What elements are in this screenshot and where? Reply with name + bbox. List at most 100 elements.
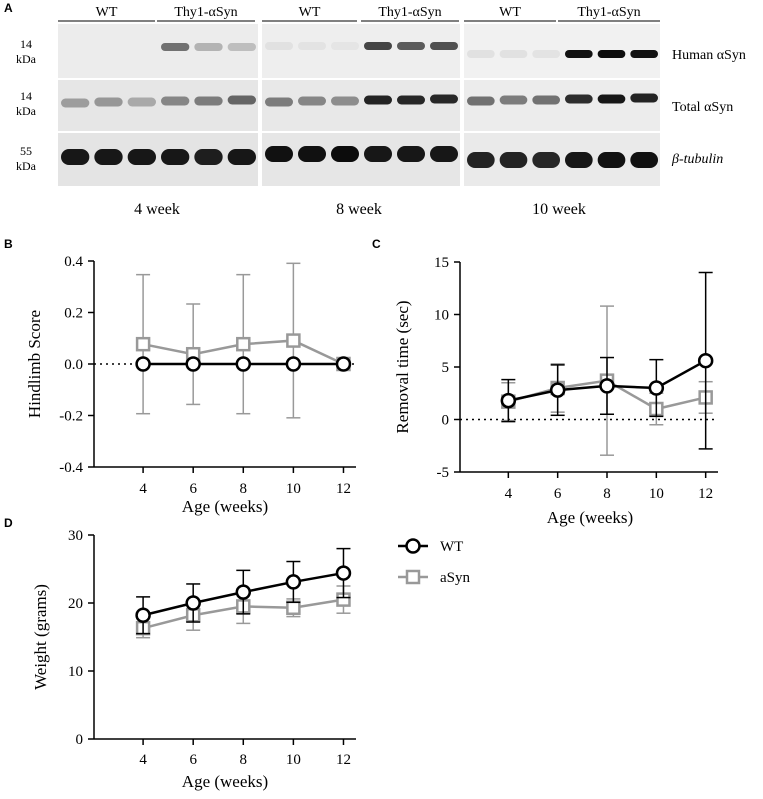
legend-marker-asyn: [405, 569, 421, 585]
y-tick-label: -0.4: [59, 460, 83, 476]
blot-band: [127, 97, 156, 107]
y-tick-label: 30: [68, 528, 83, 544]
blot-band: [161, 96, 190, 106]
y-tick-label: -0.2: [59, 409, 83, 425]
data-point: [599, 378, 615, 394]
data-point: [236, 336, 251, 352]
blot-band: [331, 96, 359, 106]
y-tick-label: 0.2: [64, 306, 83, 322]
blot-band: [630, 152, 658, 168]
blot-band: [630, 50, 658, 58]
blot-band: [430, 94, 458, 104]
blot-band: [630, 93, 658, 103]
western-blot: WT Thy1-αSyn WT Thy1-αSyn WT Thy1-αSyn 14 kDa…: [16, 5, 746, 218]
blot-band: [127, 149, 156, 165]
blot-band: [61, 98, 90, 108]
blot-strip: [464, 133, 660, 186]
chart-hindlimb-score: -0.4 -0.2 0.0 0.2 0.4 4 6 8 10 12 Age (weeks) Hindl…: [25, 254, 356, 516]
y-axis-title: Removal time (sec): [393, 300, 412, 433]
panel-label-a: A: [4, 1, 13, 15]
x-tick-label: 4: [139, 481, 147, 497]
data-point: [286, 600, 301, 616]
blot-band: [397, 42, 425, 50]
x-tick-label: 12: [336, 481, 351, 497]
blot-band: [532, 50, 560, 58]
blot-strip: [464, 24, 660, 78]
data-point: [549, 382, 566, 398]
blot-band: [532, 152, 560, 168]
x-tick-label: 12: [698, 486, 713, 502]
blot-band: [298, 146, 326, 162]
blot-band: [265, 97, 293, 107]
blot-band: [265, 42, 293, 50]
blot-band: [467, 50, 495, 58]
panel-label-b: B: [4, 237, 13, 251]
blot-group-label: Thy1-αSyn: [577, 5, 640, 20]
blot-group-label: Thy1-αSyn: [174, 5, 237, 20]
data-point: [135, 356, 151, 372]
blot-band: [467, 152, 495, 168]
blot-band: [94, 149, 123, 165]
row-label-human-asyn: Human αSyn: [672, 48, 746, 63]
data-point: [648, 380, 665, 396]
blot-band: [298, 42, 326, 50]
x-tick-label: 10: [286, 481, 301, 497]
panel-label-d: D: [4, 516, 13, 530]
x-tick-label: 10: [649, 486, 664, 502]
blot-band: [364, 146, 392, 162]
blot-band: [364, 42, 392, 50]
blot-band: [331, 146, 359, 162]
y-tick-label: 0.4: [64, 254, 83, 270]
blot-images: [58, 24, 660, 186]
blot-strip: [262, 80, 460, 131]
series-asyn: [135, 262, 351, 419]
x-tick-label: 6: [189, 752, 197, 768]
y-tick-label: -5: [437, 465, 450, 481]
y-tick-label: 15: [434, 255, 449, 271]
blot-band: [227, 149, 256, 165]
blot-band: [565, 50, 593, 58]
x-axis-title: Age (weeks): [547, 508, 633, 527]
data-point: [235, 584, 252, 600]
blot-strip: [464, 80, 660, 131]
blot-strip: [58, 24, 258, 78]
blot-band: [499, 50, 528, 58]
data-point: [135, 607, 151, 623]
data-point: [335, 565, 352, 581]
legend-marker-wt: [405, 538, 421, 554]
data-point: [235, 356, 252, 372]
y-tick-label: 0.0: [64, 357, 83, 373]
blot-strip: [262, 24, 460, 78]
blot-band: [161, 149, 190, 165]
data-point: [697, 352, 714, 369]
y-tick-label: 10: [68, 664, 83, 680]
blot-band: [597, 94, 626, 104]
data-point: [286, 333, 301, 348]
blot-group-label: WT: [499, 5, 521, 20]
timepoint-label-4wk: 4 week: [134, 201, 180, 218]
marker-value-1: 14: [20, 37, 32, 51]
data-point: [185, 356, 201, 372]
data-point: [135, 336, 151, 352]
x-tick-label: 4: [505, 486, 513, 502]
data-point: [500, 392, 517, 409]
y-tick-label: 20: [68, 596, 83, 612]
blot-band: [499, 152, 528, 168]
x-tick-label: 6: [554, 486, 562, 502]
blot-band: [532, 95, 560, 105]
y-tick-label: 5: [442, 360, 450, 376]
row-label-beta-tubulin: β-tubulin: [671, 152, 723, 167]
series-wt: [135, 356, 352, 372]
blot-group-label: WT: [299, 5, 321, 20]
series-wt: [500, 271, 714, 450]
y-axis-title: Hindlimb Score: [25, 310, 44, 418]
blot-band: [397, 146, 425, 162]
blot-band: [467, 96, 495, 106]
data-point: [335, 356, 352, 372]
x-tick-label: 8: [240, 752, 248, 768]
data-point: [185, 595, 201, 611]
blot-band: [331, 42, 359, 50]
marker-unit-3: kDa: [16, 159, 37, 173]
blot-band: [597, 50, 626, 58]
y-axis-title: Weight (grams): [31, 584, 50, 690]
